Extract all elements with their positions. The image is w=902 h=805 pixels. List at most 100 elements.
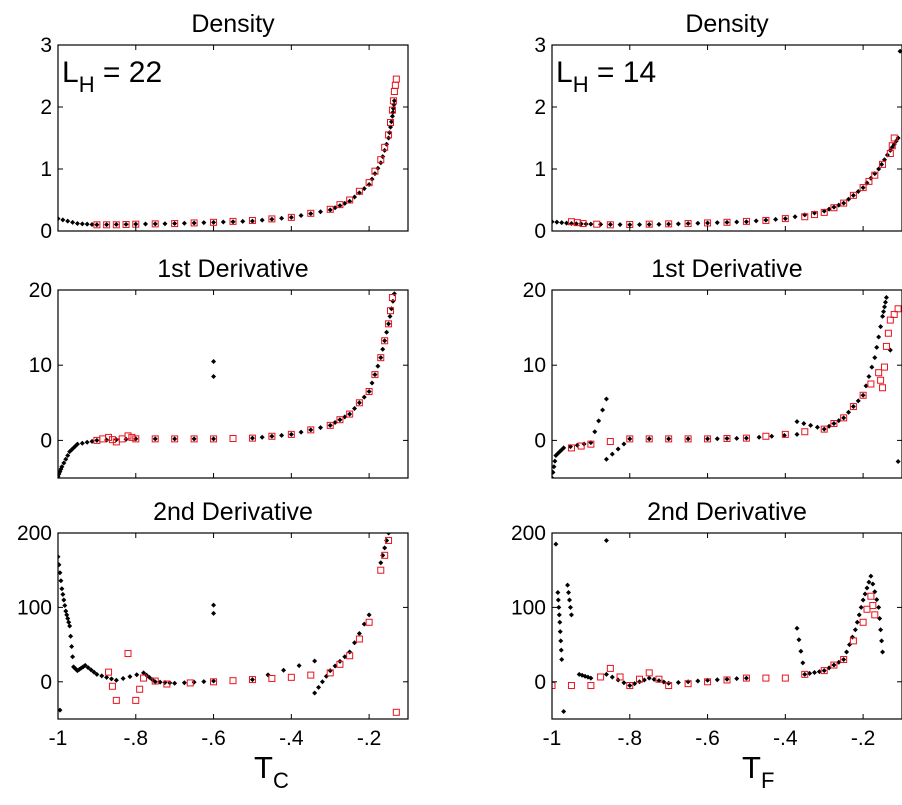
red-square-series xyxy=(93,294,396,446)
data-point xyxy=(230,219,236,225)
chart-panel-0: Density 0 1 2 3 xyxy=(40,10,409,243)
data-point xyxy=(248,676,256,684)
data-point xyxy=(831,420,837,426)
data-point xyxy=(637,222,642,228)
data-point xyxy=(347,411,353,417)
data-point xyxy=(895,458,901,464)
data-point xyxy=(70,219,76,225)
data-point xyxy=(869,602,877,610)
data-point xyxy=(296,663,302,669)
data-point xyxy=(705,436,711,442)
data-point xyxy=(645,220,653,228)
data-point xyxy=(600,407,606,413)
data-point xyxy=(704,219,712,227)
data-point xyxy=(327,207,333,213)
data-point xyxy=(67,623,73,629)
y-tick-label: 0 xyxy=(40,429,52,452)
data-point xyxy=(387,313,393,319)
red-square-series xyxy=(567,134,898,229)
data-point xyxy=(661,679,667,685)
data-point xyxy=(88,667,94,673)
data-point xyxy=(201,679,207,685)
data-point xyxy=(332,205,338,211)
panel-frame xyxy=(57,289,409,479)
xlabel-left: TC xyxy=(254,750,289,793)
data-point xyxy=(171,435,179,443)
data-point xyxy=(269,433,275,439)
y-tick-label: 3 xyxy=(40,34,52,57)
data-point xyxy=(812,670,817,675)
data-point xyxy=(879,160,887,168)
data-point xyxy=(830,204,838,212)
data-point xyxy=(312,690,318,696)
data-point xyxy=(58,562,62,568)
data-point xyxy=(327,422,333,428)
data-point xyxy=(763,217,769,223)
data-point xyxy=(122,220,130,228)
data-point xyxy=(279,215,285,221)
data-point xyxy=(151,435,159,443)
data-point xyxy=(617,222,623,228)
data-point xyxy=(867,592,875,600)
data-point xyxy=(352,194,358,200)
data-point xyxy=(753,218,759,224)
data-point xyxy=(127,674,133,680)
panel-frame xyxy=(57,532,409,720)
x-tick-label: -.2 xyxy=(851,727,876,750)
chart-panel-4: 2nd Derivative 0 100 200 -1 -.8 -.6 -.4 -.2 xyxy=(17,498,409,750)
data-point xyxy=(565,582,571,588)
data-point xyxy=(814,424,820,430)
data-point xyxy=(308,211,314,217)
data-point xyxy=(84,439,90,445)
data-point xyxy=(128,433,136,441)
y-tick-label: 10 xyxy=(29,354,52,377)
panel-title: 2nd Derivative xyxy=(647,498,807,526)
data-point xyxy=(104,222,110,228)
data-point xyxy=(762,432,770,440)
data-point xyxy=(211,602,217,608)
data-point xyxy=(318,209,323,215)
data-point xyxy=(564,220,570,226)
chart-panel-1: Density 0 1 2 3 xyxy=(534,10,902,243)
x-tick-label: -.6 xyxy=(695,727,720,750)
data-point xyxy=(587,440,595,448)
data-point xyxy=(307,426,315,434)
data-point xyxy=(190,435,198,443)
data-point xyxy=(240,218,246,224)
data-point xyxy=(841,200,847,206)
data-point xyxy=(181,680,187,686)
data-point xyxy=(268,674,276,682)
data-point xyxy=(61,460,67,466)
data-point xyxy=(552,219,555,225)
data-point xyxy=(108,682,116,690)
data-point xyxy=(734,219,740,225)
data-point xyxy=(862,591,868,597)
data-point xyxy=(172,221,178,227)
data-point xyxy=(866,579,872,585)
data-point xyxy=(342,654,348,660)
data-point xyxy=(773,216,779,222)
data-point xyxy=(621,441,627,447)
data-point xyxy=(342,414,348,420)
data-point xyxy=(124,650,132,658)
data-point xyxy=(621,680,627,686)
data-point xyxy=(831,204,837,210)
data-point xyxy=(684,220,692,228)
data-point xyxy=(666,436,672,442)
data-point xyxy=(656,221,662,227)
data-point xyxy=(869,364,875,370)
data-point xyxy=(886,150,894,157)
x-tick-label: -.4 xyxy=(279,727,304,750)
data-point xyxy=(386,321,392,327)
data-point xyxy=(58,578,64,584)
red-square-series xyxy=(93,75,400,229)
data-point xyxy=(723,435,731,443)
data-point xyxy=(826,206,832,212)
data-point xyxy=(388,119,394,125)
data-point xyxy=(163,680,171,688)
data-point xyxy=(381,551,389,559)
data-point xyxy=(897,48,902,54)
data-point xyxy=(319,679,325,685)
data-point xyxy=(268,215,276,223)
panel-title: 1st Derivative xyxy=(157,255,308,283)
